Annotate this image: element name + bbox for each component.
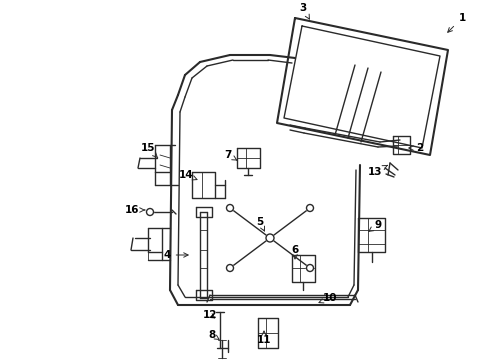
Circle shape — [226, 204, 234, 212]
Text: 2: 2 — [409, 143, 424, 153]
Text: 10: 10 — [319, 293, 337, 303]
Text: 16: 16 — [125, 205, 145, 215]
Text: 3: 3 — [299, 3, 310, 19]
Circle shape — [266, 234, 274, 242]
Text: 11: 11 — [257, 331, 271, 345]
Text: 4: 4 — [163, 250, 188, 260]
Text: 13: 13 — [368, 165, 388, 177]
Circle shape — [226, 265, 234, 271]
Circle shape — [307, 204, 314, 212]
Text: 9: 9 — [369, 220, 382, 231]
Text: 7: 7 — [224, 150, 237, 160]
Circle shape — [147, 208, 153, 216]
Text: 6: 6 — [292, 245, 298, 259]
Text: 8: 8 — [208, 330, 219, 340]
Text: 12: 12 — [203, 310, 217, 320]
Text: 15: 15 — [141, 143, 158, 158]
Text: 1: 1 — [448, 13, 466, 32]
Text: 5: 5 — [256, 217, 265, 231]
Text: 14: 14 — [179, 170, 197, 180]
Circle shape — [307, 265, 314, 271]
